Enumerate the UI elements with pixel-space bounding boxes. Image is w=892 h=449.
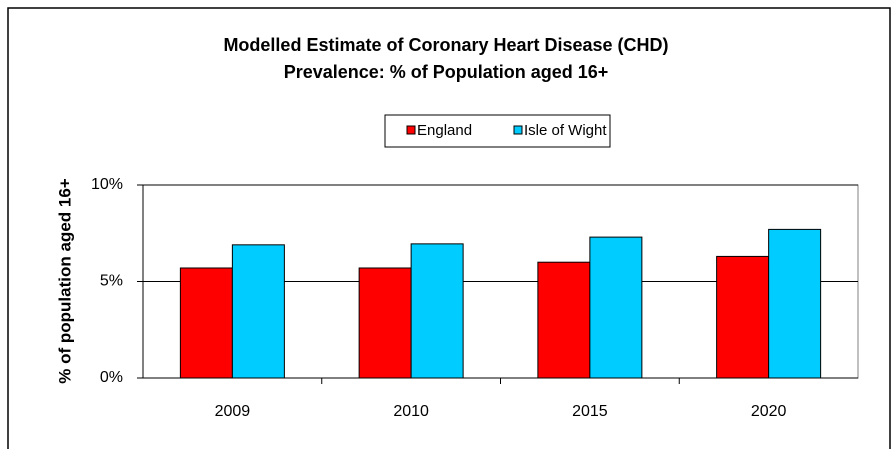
legend-swatch: [513, 125, 523, 135]
y-tick-label: 10%: [91, 176, 123, 193]
legend-label: Isle of Wight: [524, 122, 607, 139]
bar: [589, 236, 643, 379]
bar: [358, 267, 412, 379]
bar: [768, 228, 822, 379]
x-tick-label: 2015: [572, 403, 608, 420]
legend: [384, 114, 611, 148]
x-tick-label: 2020: [751, 403, 787, 420]
bar: [231, 244, 285, 379]
y-tick-label: 0%: [100, 369, 123, 386]
bar: [716, 255, 770, 379]
bar: [179, 267, 233, 379]
y-tick-label: 5%: [100, 273, 123, 290]
legend-swatch: [406, 125, 416, 135]
chart-title: Prevalence: % of Population aged 16+: [284, 62, 609, 82]
x-tick-label: 2010: [393, 403, 429, 420]
x-tick-label: 2009: [215, 403, 251, 420]
bar: [410, 243, 464, 379]
bar: [537, 261, 591, 379]
y-axis-label: % of population aged 16+: [55, 178, 74, 384]
chart-title: Modelled Estimate of Coronary Heart Dise…: [223, 35, 668, 55]
legend-label: England: [417, 122, 472, 139]
